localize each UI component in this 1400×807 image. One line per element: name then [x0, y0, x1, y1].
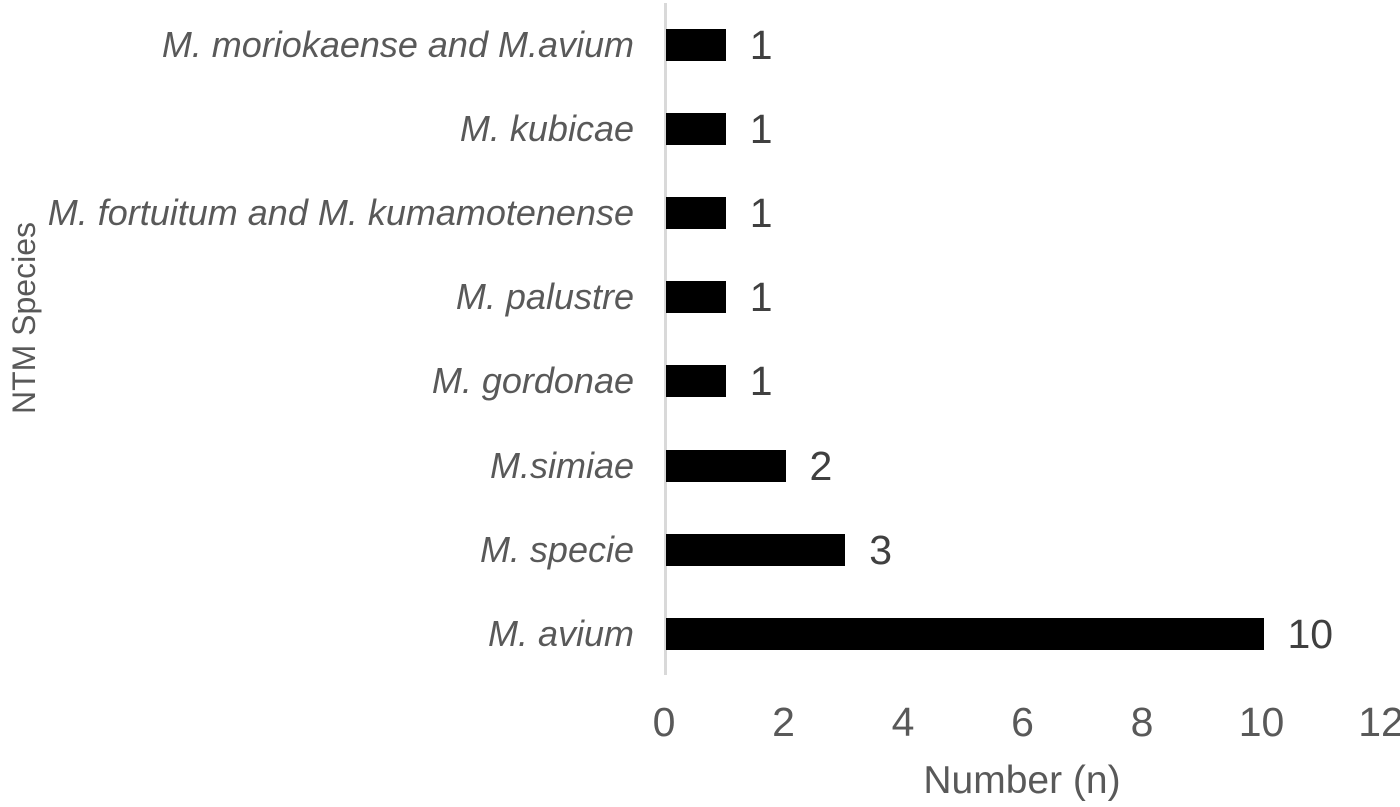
x-tick-label: 2 [772, 699, 795, 745]
category-label: M. fortuitum and M. kumamotenense [47, 192, 634, 234]
bar [666, 281, 726, 314]
x-axis-title: Number (n) [923, 759, 1121, 802]
data-label: 1 [749, 274, 773, 321]
data-label: 1 [749, 106, 773, 153]
data-label: 1 [749, 190, 773, 237]
data-label: 2 [809, 442, 833, 489]
data-label: 1 [749, 358, 773, 405]
category-label: M. palustre [455, 276, 634, 318]
x-tick-label: 4 [891, 699, 915, 745]
bar [666, 365, 726, 398]
data-label: 10 [1287, 610, 1334, 657]
category-label: M. moriokaense and M.avium [161, 24, 634, 65]
data-label: 3 [869, 526, 893, 573]
category-label: M. avium [487, 612, 634, 654]
bar [666, 533, 846, 566]
y-axis-line [664, 3, 667, 675]
bar [666, 449, 786, 482]
x-tick-label: 12 [1358, 699, 1400, 745]
bar [666, 197, 726, 230]
category-label: M. specie [479, 528, 634, 570]
category-label: M.simiae [489, 444, 634, 486]
data-label: 1 [749, 22, 773, 68]
x-tick-label: 8 [1130, 699, 1154, 745]
x-tick-label: 10 [1238, 699, 1285, 745]
bar [666, 29, 726, 61]
category-label: M. kubicae [459, 108, 634, 150]
bar [666, 113, 726, 146]
category-label: M. gordonae [431, 360, 634, 402]
x-tick-label: 0 [652, 699, 676, 745]
bar [666, 617, 1264, 650]
x-tick-label: 6 [1011, 699, 1034, 745]
